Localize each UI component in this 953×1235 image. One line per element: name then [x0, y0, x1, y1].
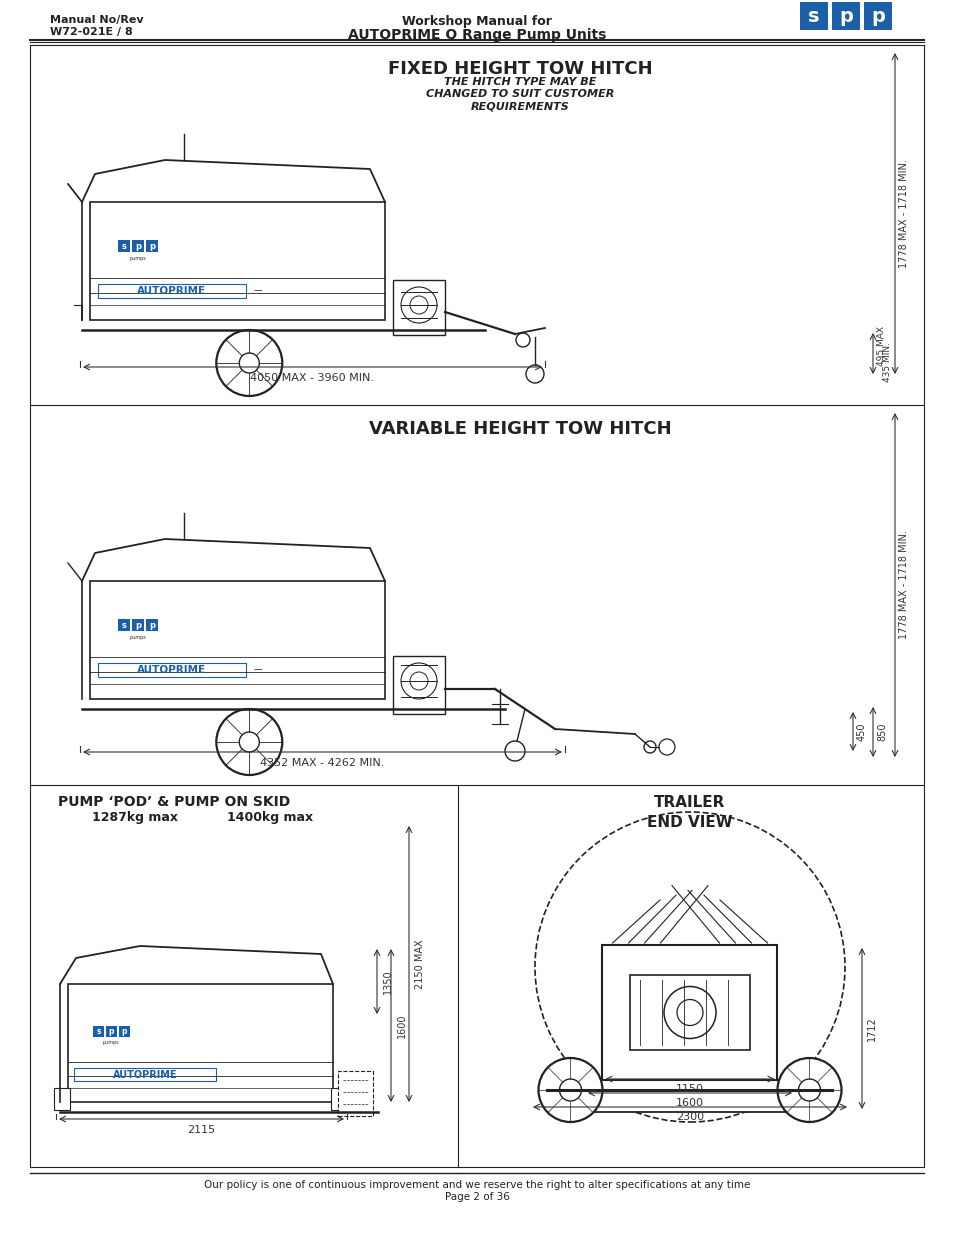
Bar	[92, 1026, 104, 1037]
Text: 1600: 1600	[676, 1098, 703, 1108]
Bar	[146, 240, 158, 252]
Text: 1350: 1350	[382, 969, 393, 994]
Text: p: p	[870, 6, 884, 26]
Circle shape	[516, 333, 530, 347]
Text: s: s	[121, 620, 127, 630]
Text: 2115: 2115	[187, 1125, 215, 1135]
Text: TRAILER
END VIEW: TRAILER END VIEW	[646, 795, 732, 830]
Circle shape	[239, 353, 259, 373]
Text: AUTOPRIME: AUTOPRIME	[137, 664, 207, 676]
Bar	[132, 240, 144, 252]
Text: 4050 MAX - 3960 MIN.: 4050 MAX - 3960 MIN.	[251, 373, 375, 383]
Text: p: p	[149, 242, 154, 251]
Circle shape	[400, 663, 436, 699]
Text: 495 MAX: 495 MAX	[876, 326, 885, 366]
Text: s: s	[121, 242, 127, 251]
Circle shape	[216, 330, 282, 396]
Bar	[393, 656, 444, 714]
Bar	[118, 619, 130, 631]
Text: —: —	[253, 287, 262, 295]
Text: 1712: 1712	[866, 1016, 876, 1041]
Bar	[90, 580, 385, 699]
Text: s: s	[807, 6, 819, 26]
Text: Manual No/Rev: Manual No/Rev	[50, 15, 144, 25]
Bar	[106, 1026, 117, 1037]
Circle shape	[410, 672, 428, 690]
Bar	[393, 280, 444, 335]
Circle shape	[504, 741, 524, 761]
Text: FIXED HEIGHT TOW HITCH: FIXED HEIGHT TOW HITCH	[387, 61, 652, 78]
Text: REQUIREMENTS: REQUIREMENTS	[470, 101, 569, 111]
Circle shape	[798, 1079, 820, 1100]
Circle shape	[216, 709, 282, 776]
Bar	[629, 974, 749, 1050]
Circle shape	[535, 811, 844, 1123]
Text: Our policy is one of continuous improvement and we reserve the right to alter sp: Our policy is one of continuous improvem…	[204, 1179, 749, 1191]
Text: p: p	[109, 1028, 114, 1036]
Bar	[90, 203, 385, 320]
Text: 450: 450	[856, 722, 866, 741]
Text: p: p	[135, 242, 141, 251]
Circle shape	[239, 732, 259, 752]
Text: p: p	[135, 620, 141, 630]
Text: Workshop Manual for: Workshop Manual for	[401, 15, 552, 28]
Text: pumps: pumps	[103, 1040, 119, 1045]
Text: s: s	[96, 1028, 101, 1036]
Text: 1150: 1150	[676, 1084, 703, 1094]
Circle shape	[677, 999, 702, 1025]
Text: AUTOPRIME Q Range Pump Units: AUTOPRIME Q Range Pump Units	[348, 28, 605, 42]
Text: 1600: 1600	[396, 1013, 407, 1037]
Text: AUTOPRIME: AUTOPRIME	[112, 1070, 177, 1079]
Bar	[146, 619, 158, 631]
Bar	[337, 1071, 373, 1116]
Text: 850: 850	[876, 722, 886, 741]
Text: AUTOPRIME: AUTOPRIME	[137, 287, 207, 296]
Circle shape	[558, 1079, 581, 1100]
Bar	[68, 984, 333, 1102]
Bar	[54, 1088, 70, 1110]
Text: VARIABLE HEIGHT TOW HITCH: VARIABLE HEIGHT TOW HITCH	[368, 420, 671, 438]
Circle shape	[410, 296, 428, 314]
Text: W72-021E / 8: W72-021E / 8	[50, 27, 132, 37]
Bar	[118, 240, 130, 252]
Bar	[74, 1068, 215, 1081]
Text: 2300: 2300	[676, 1112, 703, 1123]
Text: 435 MIN.: 435 MIN.	[882, 342, 891, 382]
Text: —: —	[253, 666, 262, 674]
Bar	[602, 945, 777, 1079]
Text: 2150 MAX: 2150 MAX	[415, 939, 424, 989]
Text: CHANGED TO SUIT CUSTOMER: CHANGED TO SUIT CUSTOMER	[425, 89, 614, 99]
Circle shape	[643, 741, 656, 753]
Text: p: p	[149, 620, 154, 630]
Bar	[132, 619, 144, 631]
Circle shape	[777, 1058, 841, 1123]
Text: pumps: pumps	[130, 635, 146, 640]
Text: p: p	[839, 6, 852, 26]
Text: PUMP ‘POD’ & PUMP ON SKID: PUMP ‘POD’ & PUMP ON SKID	[58, 795, 290, 809]
Bar	[800, 2, 827, 30]
Bar	[98, 663, 246, 677]
Text: 1778 MAX - 1718 MIN.: 1778 MAX - 1718 MIN.	[898, 159, 908, 268]
Text: pumps: pumps	[130, 256, 146, 261]
Text: 1287kg max: 1287kg max	[91, 811, 178, 824]
Text: Page 2 of 36: Page 2 of 36	[444, 1192, 509, 1202]
Bar	[331, 1088, 347, 1110]
Text: 4352 MAX - 4262 MIN.: 4352 MAX - 4262 MIN.	[260, 758, 384, 768]
Text: p: p	[122, 1028, 127, 1036]
Circle shape	[525, 366, 543, 383]
Bar	[579, 1079, 800, 1112]
Circle shape	[663, 987, 716, 1039]
Circle shape	[537, 1058, 602, 1123]
Text: THE HITCH TYPE MAY BE: THE HITCH TYPE MAY BE	[443, 77, 596, 86]
Circle shape	[400, 287, 436, 324]
Circle shape	[659, 739, 675, 755]
Bar	[98, 284, 246, 298]
Bar	[831, 2, 859, 30]
Text: 1778 MAX - 1718 MIN.: 1778 MAX - 1718 MIN.	[898, 531, 908, 640]
Bar	[119, 1026, 130, 1037]
Bar	[863, 2, 891, 30]
Text: 1400kg max: 1400kg max	[227, 811, 313, 824]
